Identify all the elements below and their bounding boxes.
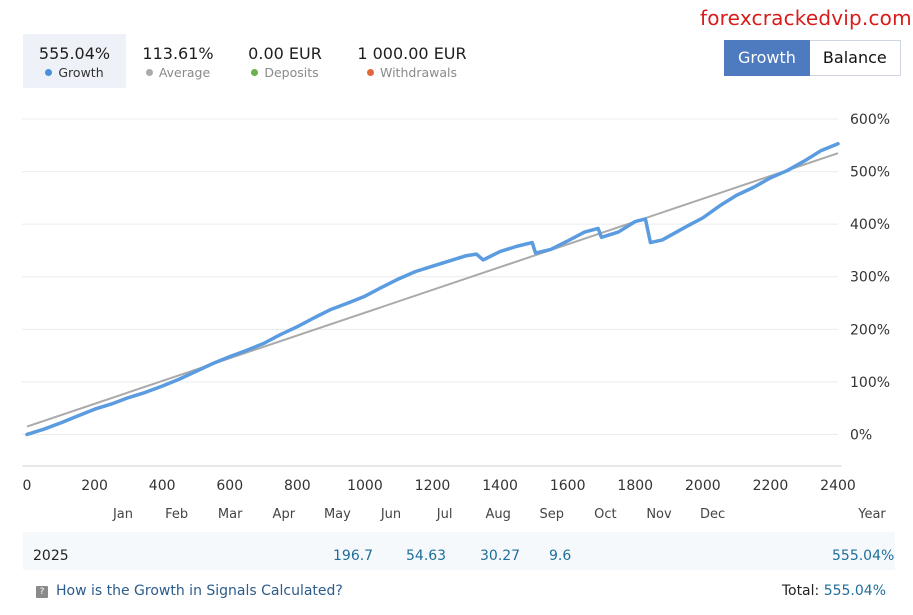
total-summary: Total: 555.04%	[781, 583, 886, 599]
withdrawals-label: Withdrawals	[352, 65, 472, 80]
month-label: May	[324, 507, 351, 522]
stat-deposits[interactable]: 0.00 EUR Deposits	[235, 34, 335, 88]
balance-toggle-button[interactable]: Balance	[809, 40, 901, 76]
growth-label: Growth	[23, 65, 126, 80]
month-label: Year	[857, 507, 886, 522]
watermark: forexcrackedvip.com	[700, 6, 912, 30]
month-value-jul: 30.27	[480, 548, 521, 564]
growth-toggle-button[interactable]: Growth	[724, 40, 810, 76]
growth-series-line	[25, 141, 840, 437]
average-series-line	[26, 152, 839, 428]
help-icon: ?	[36, 586, 48, 598]
month-label: Oct	[594, 507, 616, 522]
y-tick-label: 100%	[850, 375, 890, 391]
month-value-jun: 54.63	[406, 548, 447, 564]
average-dot-icon	[145, 69, 153, 76]
x-tick-label: 2000	[685, 478, 721, 494]
month-label: Dec	[700, 507, 725, 522]
y-tick-label: 0%	[850, 427, 872, 443]
year-summary-row	[23, 532, 895, 570]
x-tick-label: 1200	[415, 478, 451, 494]
x-tick-label: 600	[216, 478, 243, 494]
x-tick-label: 1400	[482, 478, 518, 494]
month-label: Jun	[380, 507, 401, 522]
x-tick-label: 1800	[617, 478, 653, 494]
deposits-dot-icon	[251, 69, 259, 76]
month-label: Feb	[165, 507, 188, 522]
x-tick-label: 1600	[550, 478, 586, 494]
x-tick-label: 2200	[753, 478, 789, 494]
x-tick-label: 400	[149, 478, 176, 494]
month-label: Nov	[646, 507, 672, 522]
x-tick-label: 1000	[347, 478, 383, 494]
growth-calculation-link[interactable]: ? How is the Growth in Signals Calculated…	[36, 583, 343, 599]
month-label: Mar	[218, 507, 243, 522]
withdrawals-dot-icon	[367, 69, 374, 76]
growth-chart: 0% 100% 200% 300% 400% 500% 600% 0 200 400 600 800 1…	[22, 112, 890, 522]
x-tick-label: 2400	[820, 478, 856, 494]
x-tick-label: 800	[284, 478, 311, 494]
month-label: Apr	[273, 507, 296, 522]
month-value-may: 196.7	[333, 548, 374, 564]
average-label: Average	[128, 65, 228, 80]
month-value-aug: 9.6	[549, 548, 572, 564]
y-tick-label: 200%	[850, 322, 890, 338]
y-tick-label: 500%	[850, 165, 890, 181]
year-label: 2025	[33, 548, 69, 564]
month-label: Jan	[112, 507, 133, 522]
total-value: 555.04%	[823, 583, 886, 599]
growth-value: 555.04%	[38, 44, 111, 63]
stat-withdrawals[interactable]: 1 000.00 EUR Withdrawals	[352, 34, 472, 88]
x-tick-label: 0	[23, 478, 32, 494]
y-tick-label: 400%	[850, 217, 890, 233]
stat-average[interactable]: 113.61% Average	[128, 34, 228, 88]
deposits-label: Deposits	[235, 65, 335, 80]
deposits-value: 0.00 EUR	[248, 44, 322, 63]
x-tick-label: 200	[81, 478, 108, 494]
average-value: 113.61%	[142, 44, 214, 63]
stat-growth[interactable]: 555.04% Growth	[23, 34, 126, 88]
year-total-value: 555.04%	[832, 548, 895, 564]
month-label: Aug	[486, 507, 511, 522]
y-tick-label: 300%	[850, 270, 890, 286]
y-tick-label: 600%	[850, 112, 890, 128]
chart-mode-toggle: Growth Balance	[724, 40, 901, 76]
month-label: Jul	[436, 507, 453, 522]
month-label: Sep	[540, 507, 565, 522]
withdrawals-value: 1 000.00 EUR	[357, 44, 467, 63]
growth-dot-icon	[45, 69, 53, 76]
